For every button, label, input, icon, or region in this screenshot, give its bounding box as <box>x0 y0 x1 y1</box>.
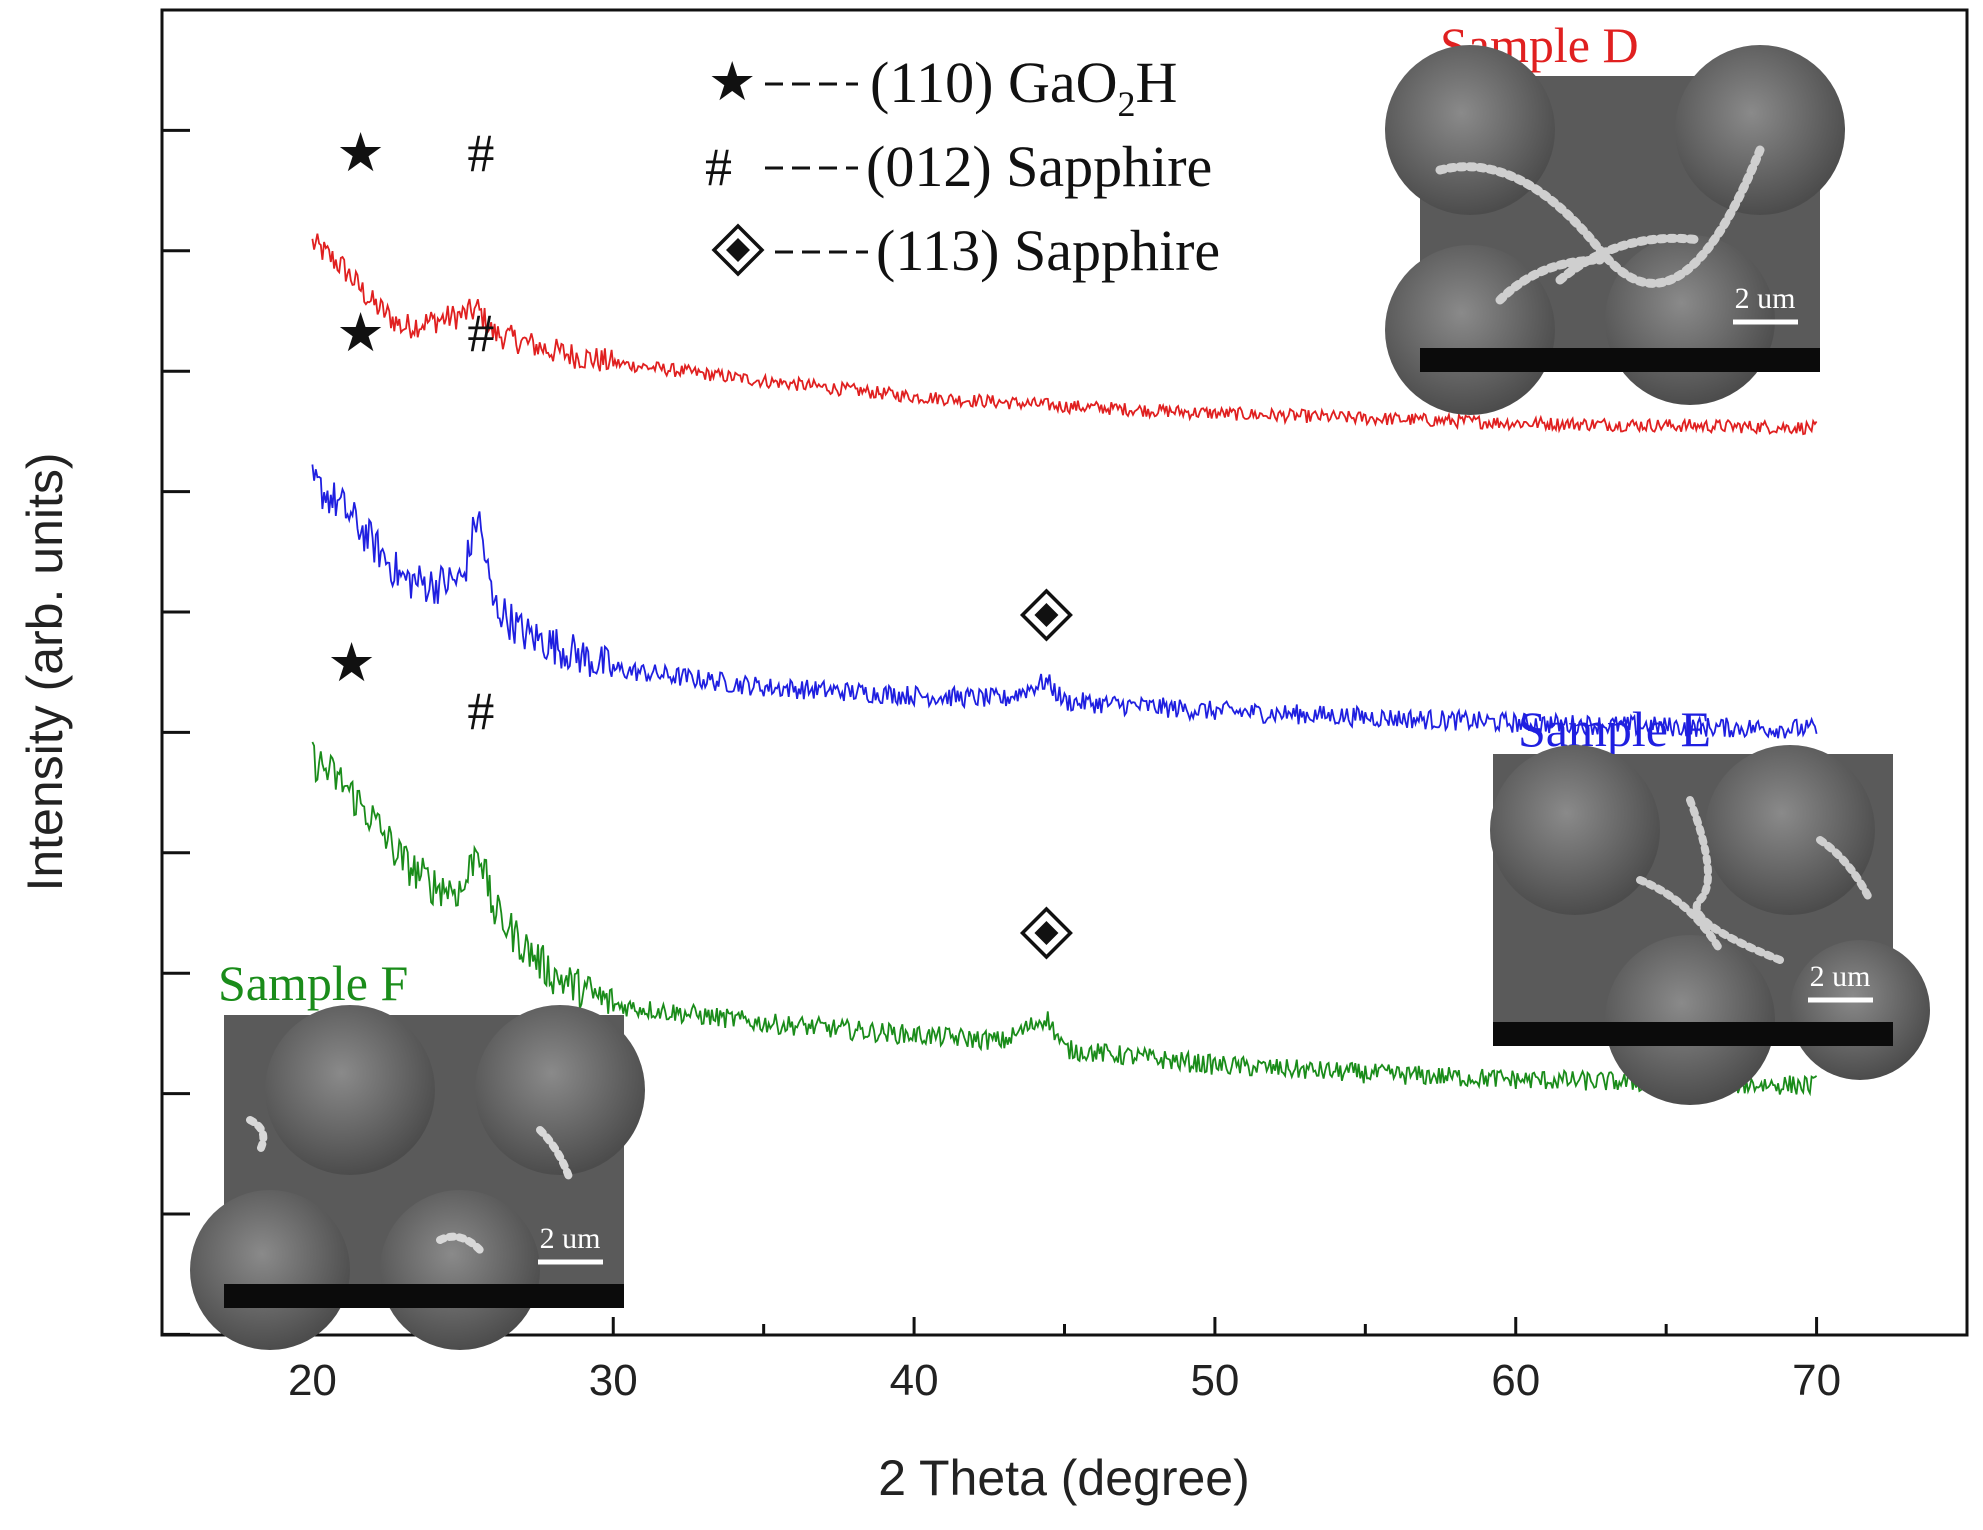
inset-sample-d: Sample D 2 um <box>1385 17 1845 415</box>
inset-title-sample-f: Sample F <box>218 955 408 1011</box>
legend-label-012-sapphire: (012) Sapphire <box>866 134 1212 199</box>
peak-marker-star-icon: ★ <box>336 303 384 363</box>
peak-markers: ★ # ★ # ★ # <box>327 123 1073 960</box>
x-tick-label: 70 <box>1792 1356 1841 1405</box>
inset-sample-f: Sample F 2 um <box>190 955 645 1350</box>
peak-marker-star-icon: ★ <box>327 633 375 693</box>
legend: ★ (110) GaO2H # (012) Sapphire (113) Sap… <box>705 50 1220 283</box>
series-line-sample-d <box>311 233 1818 436</box>
legend-hash-icon: # <box>705 137 732 197</box>
peak-marker-star-icon: ★ <box>336 123 384 183</box>
inset-title-sample-e: Sample E <box>1518 701 1711 757</box>
legend-entry-113-sapphire: (113) Sapphire <box>711 218 1220 283</box>
legend-star-icon: ★ <box>708 52 756 112</box>
legend-diamond-icon <box>711 223 765 277</box>
legend-entry-012-sapphire: # (012) Sapphire <box>705 134 1212 199</box>
peak-marker-hash-icon: # <box>467 303 494 363</box>
series-line-sample-f <box>311 741 1818 1097</box>
x-tick-label: 20 <box>288 1356 337 1405</box>
legend-entry-gao2h: ★ (110) GaO2H <box>708 50 1177 124</box>
x-tick-label: 60 <box>1491 1356 1540 1405</box>
series-line-sample-e <box>311 464 1818 739</box>
y-ticks <box>162 128 190 1336</box>
peak-marker-diamond-icon <box>1019 588 1073 642</box>
inset-scale-bar-d: 2 um <box>1735 282 1796 315</box>
inset-sample-e: Sample E 2 um <box>1490 701 1930 1105</box>
series-layer <box>311 233 1818 1097</box>
inset-scale-bar-e: 2 um <box>1810 960 1871 993</box>
y-axis-title: Intensity (arb. units) <box>17 452 73 891</box>
x-ticks: 20 30 40 50 60 70 <box>288 1317 1841 1405</box>
peak-marker-diamond-icon <box>1019 906 1073 960</box>
inset-scale-bar-f: 2 um <box>540 1222 601 1255</box>
x-tick-label: 30 <box>589 1356 638 1405</box>
x-axis-title: 2 Theta (degree) <box>878 1450 1250 1506</box>
peak-marker-hash-icon: # <box>467 681 494 741</box>
x-tick-label: 40 <box>890 1356 939 1405</box>
peak-marker-hash-icon: # <box>467 123 494 183</box>
x-tick-label: 50 <box>1190 1356 1239 1405</box>
legend-label-113-sapphire: (113) Sapphire <box>876 218 1220 283</box>
legend-label-gao2h: (110) GaO2H <box>870 50 1177 124</box>
